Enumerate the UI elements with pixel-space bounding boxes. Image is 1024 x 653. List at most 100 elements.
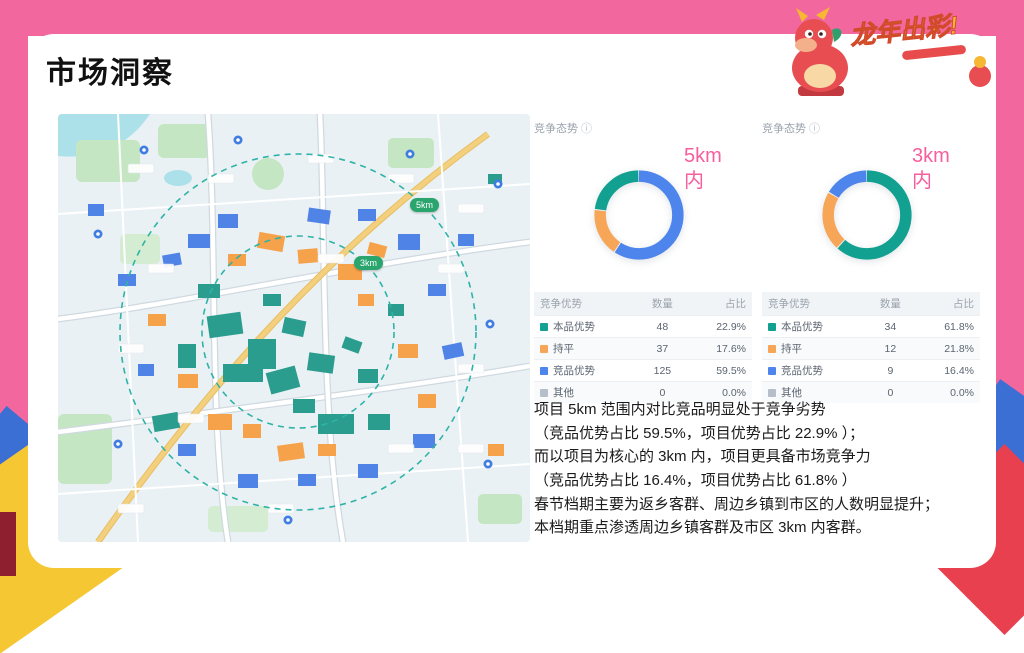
- col-pct: 占比: [687, 292, 752, 316]
- summary-line: （竞品优势占比 59.5%，项目优势占比 22.9% ）；: [534, 424, 865, 442]
- info-icon: ⓘ: [809, 123, 820, 135]
- range-label-5km: 5km 内: [684, 145, 722, 192]
- col-advantage: 竞争优势: [762, 292, 866, 316]
- table-row: 持平 37 17.6%: [534, 337, 752, 360]
- chart-title: 竞争态势: [534, 123, 578, 135]
- map-buildings-teal: [151, 174, 502, 434]
- donut-segment: [822, 170, 912, 260]
- pct-cell: 59.5%: [687, 359, 752, 382]
- pct-cell: 16.4%: [915, 359, 980, 382]
- advantage-label-cell: 本品优势: [534, 315, 638, 338]
- table-row: 竞品优势 9 16.4%: [762, 359, 980, 382]
- col-advantage: 竞争优势: [534, 292, 638, 316]
- advantage-label: 持平: [781, 343, 802, 355]
- dragon-figure: [792, 7, 848, 96]
- pct-cell: 0.0%: [915, 381, 980, 403]
- legend-color-swatch: [540, 323, 548, 332]
- map-poi-markers: [93, 135, 503, 525]
- donut-segment: [822, 170, 912, 260]
- summary-line: 而以项目为核心的 3km 内，项目更具备市场竞争力: [534, 448, 871, 466]
- advantage-label-cell: 竞品优势: [534, 359, 638, 382]
- ring-3km: [201, 235, 395, 429]
- legend-color-swatch: [540, 367, 548, 376]
- mascot-small-figure: [969, 56, 991, 87]
- pct-cell: 21.8%: [915, 337, 980, 360]
- table-row: 竞品优势 125 59.5%: [534, 359, 752, 382]
- summary-text: 项目 5km 范围内对比竞品明显处于竞争劣势 （竞品优势占比 59.5%，项目优势…: [534, 398, 992, 540]
- page-title: 市场洞察: [46, 57, 174, 90]
- competitor-map: 5km 3km: [58, 114, 530, 542]
- mascot-banner-text: 龙年出彩!: [849, 11, 960, 50]
- legend-color-swatch: [768, 345, 776, 354]
- legend-color-swatch: [768, 389, 776, 398]
- legend-color-swatch: [540, 389, 548, 398]
- count-cell: 37: [637, 337, 688, 360]
- map-buildings-orange: [148, 231, 504, 462]
- chart-header: 竞争态势 ⓘ: [762, 120, 980, 136]
- advantage-label-cell: 持平: [762, 337, 866, 360]
- table-row: 本品优势 48 22.9%: [534, 315, 752, 338]
- advantage-label-cell: 竞品优势: [762, 359, 866, 382]
- map-label-chips: [117, 153, 485, 514]
- table-row: 本品优势 34 61.8%: [762, 315, 980, 338]
- slide-card: 市场洞察: [28, 34, 996, 568]
- donut-area: 3km 内: [762, 136, 980, 286]
- map-graphic: [58, 114, 530, 542]
- table-row: 其他 0 0.0%: [534, 381, 752, 403]
- summary-line: 春节档期主要为返乡客群、周边乡镇到市区的人数明显提升；: [534, 495, 940, 513]
- pct-cell: 22.9%: [687, 315, 752, 338]
- summary-line: （竞品优势占比 16.4%，项目优势占比 61.8% ）: [534, 472, 857, 490]
- map-badge-3km: 3km: [354, 256, 384, 270]
- mascot-ribbon: [902, 45, 966, 60]
- frame-top-bar: [0, 0, 1024, 36]
- table-row: 其他 0 0.0%: [762, 381, 980, 403]
- advantage-label-cell: 其他: [762, 381, 866, 403]
- advantage-table-3km: 竞争优势 数量 占比 本品优势 34 61.8% 持平 12 21.8% 竞品优势 9 16.4…: [762, 292, 980, 403]
- advantage-label: 本品优势: [553, 321, 595, 333]
- col-pct: 占比: [915, 292, 980, 316]
- col-count: 数量: [637, 292, 688, 316]
- legend-color-swatch: [768, 323, 776, 332]
- donut-segment: [594, 170, 684, 260]
- count-cell: 9: [865, 359, 916, 382]
- dragon-mascot: 龙年出彩!: [792, 7, 991, 96]
- legend-color-swatch: [540, 345, 548, 354]
- summary-line: 本档期重点渗透周边乡镇客群及市区 3km 内客群。: [534, 519, 871, 537]
- count-cell: 0: [865, 381, 916, 403]
- legend-color-swatch: [768, 367, 776, 376]
- advantage-label-cell: 其他: [534, 381, 638, 403]
- count-cell: 34: [865, 315, 916, 338]
- chart-header: 竞争态势 ⓘ: [534, 120, 752, 136]
- map-radius-rings: [119, 153, 477, 511]
- col-count: 数量: [865, 292, 916, 316]
- frame-right-bar: [996, 0, 1024, 440]
- advantage-label-cell: 本品优势: [762, 315, 866, 338]
- advantage-label-cell: 持平: [534, 337, 638, 360]
- summary-line: 项目 5km 范围内对比竞品明显处于竞争劣势: [534, 401, 826, 418]
- frame-bottom-left-red-shape: [0, 512, 16, 576]
- pct-cell: 61.8%: [915, 315, 980, 338]
- count-cell: 12: [865, 337, 916, 360]
- range-label-3km: 3km 内: [912, 145, 950, 192]
- count-cell: 0: [637, 381, 688, 403]
- chart-title: 竞争态势: [762, 123, 806, 135]
- pct-cell: 17.6%: [687, 337, 752, 360]
- pct-cell: 0.0%: [687, 381, 752, 403]
- donut-chart-3km: [822, 170, 912, 260]
- count-cell: 125: [637, 359, 688, 382]
- count-cell: 48: [637, 315, 688, 338]
- table-row: 持平 12 21.8%: [762, 337, 980, 360]
- advantage-label: 其他: [553, 387, 574, 399]
- donut-segment: [594, 170, 684, 260]
- advantage-label: 竞品优势: [781, 365, 823, 377]
- map-badge-5km: 5km: [410, 198, 440, 212]
- advantage-label: 本品优势: [781, 321, 823, 333]
- map-buildings-blue: [88, 204, 474, 488]
- advantage-label: 竞品优势: [553, 365, 595, 377]
- advantage-label: 持平: [553, 343, 574, 355]
- donut-chart-5km: [594, 170, 684, 260]
- chart-block-5km: 竞争态势 ⓘ 5km 内 竞争优势 数量 占比 本品优势 48 22.9% 持平 37 1…: [534, 120, 752, 403]
- frame-left-bar: [0, 0, 28, 470]
- chart-block-3km: 竞争态势 ⓘ 3km 内 竞争优势 数量 占比 本品优势 34 61.8% 持平 12 2…: [762, 120, 980, 403]
